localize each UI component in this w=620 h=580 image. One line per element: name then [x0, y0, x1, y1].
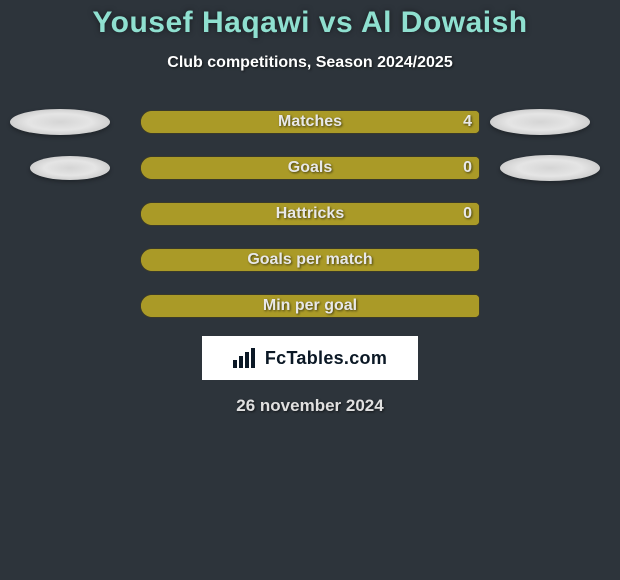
right-shadow-icon: [500, 155, 600, 181]
bar-row-hattricks: Hattricks 0: [0, 202, 620, 226]
left-shadow-icon: [30, 156, 110, 180]
bars-icon: [233, 348, 259, 368]
bar-row-min-per-goal: Min per goal: [0, 294, 620, 318]
bar-fill: [141, 157, 479, 179]
fctables-logo: FcTables.com: [202, 336, 418, 380]
bar-fill: [141, 295, 479, 317]
bar-track: [140, 110, 480, 134]
bar-track: [140, 294, 480, 318]
bar-track: [140, 156, 480, 180]
bar-fill: [141, 111, 479, 133]
right-shadow-icon: [490, 109, 590, 135]
bar-value: 4: [463, 110, 472, 134]
subtitle: Club competitions, Season 2024/2025: [0, 54, 620, 72]
bar-fill: [141, 203, 479, 225]
date-text: 26 november 2024: [0, 396, 620, 416]
comparison-chart: Matches 4 Goals 0 Hattricks 0 Goals per …: [0, 110, 620, 318]
left-shadow-icon: [10, 109, 110, 135]
bar-row-matches: Matches 4: [0, 110, 620, 134]
bar-track: [140, 248, 480, 272]
bar-track: [140, 202, 480, 226]
bar-value: 0: [463, 202, 472, 226]
bar-fill: [141, 249, 479, 271]
logo-text: FcTables.com: [265, 348, 387, 369]
bar-row-goals: Goals 0: [0, 156, 620, 180]
page-title: Yousef Haqawi vs Al Dowaish: [0, 6, 620, 40]
bar-row-goals-per-match: Goals per match: [0, 248, 620, 272]
bar-value: 0: [463, 156, 472, 180]
